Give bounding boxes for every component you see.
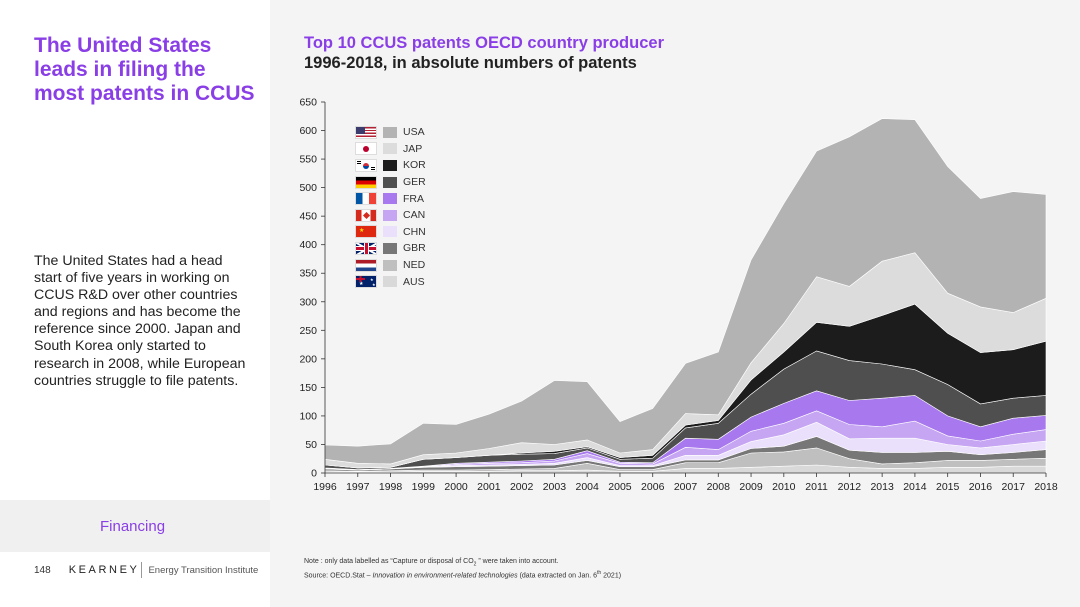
- legend-item-ned: NED: [355, 257, 426, 274]
- legend-swatch: [383, 159, 397, 171]
- legend-swatch: [383, 242, 397, 254]
- legend-swatch: [383, 276, 397, 288]
- body-text: The United States had a head start of fi…: [34, 253, 246, 389]
- section-band: [0, 500, 270, 552]
- x-tick-label: 2010: [772, 481, 796, 493]
- y-tick-label: 400: [299, 239, 317, 251]
- chart-legend: USA JAP KOR GER FRA CAN ★ CHN GBR NED ★ ★ ★ AUS: [355, 124, 426, 290]
- x-tick-label: 2009: [739, 481, 763, 493]
- legend-swatch: [383, 176, 397, 188]
- x-tick-label: 2008: [707, 481, 731, 493]
- legend-label: GER: [403, 176, 426, 189]
- footer-divider: [141, 562, 143, 578]
- footer: 148 KEARNEY Energy Transition Institute: [34, 562, 258, 578]
- x-tick-label: 2007: [674, 481, 698, 493]
- legend-item-kor: KOR: [355, 157, 426, 174]
- legend-label: CHN: [403, 225, 426, 238]
- area-usa: [324, 118, 1047, 465]
- x-tick-label: 2014: [903, 481, 927, 493]
- y-tick-label: 550: [299, 154, 317, 166]
- area-chart: 0 50 100 150 200 250 300 350 400 450 500 550 600 650 1…: [299, 97, 1058, 494]
- x-tick-label: 2011: [805, 481, 828, 493]
- legend-swatch: [383, 226, 397, 238]
- x-tick-label: 2001: [477, 481, 501, 493]
- section-link-financing[interactable]: Financing: [100, 518, 166, 535]
- note-line: Note : only data labelled as “Capture or…: [304, 558, 559, 568]
- x-tick-label: 2004: [576, 481, 600, 493]
- can-flag-icon: [355, 208, 377, 222]
- x-tick-label: 2012: [838, 481, 862, 493]
- y-tick-label: 450: [299, 211, 317, 223]
- y-tick-label: 350: [299, 268, 317, 280]
- y-tick-label: 100: [299, 410, 317, 422]
- legend-label: JAP: [403, 142, 423, 155]
- legend-label: FRA: [403, 192, 424, 205]
- legend-item-usa: USA: [355, 124, 426, 141]
- brand-logo: KEARNEY: [68, 564, 140, 576]
- legend-label: GBR: [403, 242, 426, 255]
- legend-label: USA: [403, 126, 425, 139]
- x-tick-label: 1997: [346, 481, 370, 493]
- x-tick-label: 2002: [510, 481, 534, 493]
- legend-item-chn: ★ CHN: [355, 224, 426, 241]
- legend-item-can: CAN: [355, 207, 426, 224]
- legend-item-gbr: GBR: [355, 240, 426, 257]
- legend-swatch: [383, 209, 397, 221]
- chn-flag-icon: ★: [355, 225, 377, 239]
- jap-flag-icon: [355, 142, 377, 156]
- legend-item-ger: GER: [355, 174, 426, 191]
- legend-label: NED: [403, 259, 426, 272]
- chart-subtitle: 1996-2018, in absolute numbers of patent…: [304, 54, 637, 72]
- y-tick-label: 150: [299, 382, 317, 394]
- kor-flag-icon: [355, 158, 377, 172]
- page-number: 148: [34, 564, 51, 576]
- chart-note: Note : only data labelled as “Capture or…: [304, 557, 621, 581]
- chart-title: Top 10 CCUS patents OECD country produce…: [304, 34, 664, 52]
- y-tick-label: 0: [311, 468, 317, 480]
- y-tick-label: 200: [299, 353, 317, 365]
- x-tick-label: 2018: [1034, 481, 1058, 493]
- legend-swatch: [383, 126, 397, 138]
- legend-label: CAN: [403, 209, 426, 222]
- x-tick-label: 1996: [313, 481, 337, 493]
- x-tick-label: 2006: [641, 481, 665, 493]
- x-tick-label: 2013: [870, 481, 894, 493]
- x-tick-label: 2015: [936, 481, 960, 493]
- y-tick-label: 50: [305, 439, 317, 451]
- y-tick-label: 600: [299, 125, 317, 137]
- legend-swatch: [383, 143, 397, 155]
- fra-flag-icon: [355, 192, 377, 206]
- gbr-flag-icon: [355, 241, 377, 255]
- ned-flag-icon: [355, 258, 377, 272]
- y-tick-label: 300: [299, 296, 317, 308]
- x-tick-label: 2017: [1002, 481, 1026, 493]
- aus-flag-icon: ★ ★ ★: [355, 275, 377, 289]
- ger-flag-icon: [355, 175, 377, 189]
- x-tick-label: 2000: [444, 481, 468, 493]
- legend-swatch: [383, 259, 397, 271]
- y-tick-label: 500: [299, 182, 317, 194]
- headline: The United States leads in filing the mo…: [34, 34, 255, 105]
- x-tick-label: 2016: [969, 481, 993, 493]
- legend-label: AUS: [403, 275, 425, 288]
- y-tick-label: 650: [299, 97, 317, 109]
- y-tick-label: 250: [299, 325, 317, 337]
- legend-item-fra: FRA: [355, 190, 426, 207]
- legend-label: KOR: [403, 159, 426, 172]
- legend-item-aus: ★ ★ ★ AUS: [355, 273, 426, 290]
- legend-swatch: [383, 193, 397, 205]
- legend-item-jap: JAP: [355, 141, 426, 158]
- x-tick-label: 2003: [543, 481, 567, 493]
- x-tick-label: 1998: [379, 481, 403, 493]
- x-tick-label: 2005: [608, 481, 632, 493]
- institute-name: Energy Transition Institute: [148, 564, 259, 576]
- usa-flag-icon: [355, 125, 377, 139]
- x-tick-label: 1999: [412, 481, 436, 493]
- source-line: Source: OECD.Stat – Innovation in enviro…: [304, 570, 622, 580]
